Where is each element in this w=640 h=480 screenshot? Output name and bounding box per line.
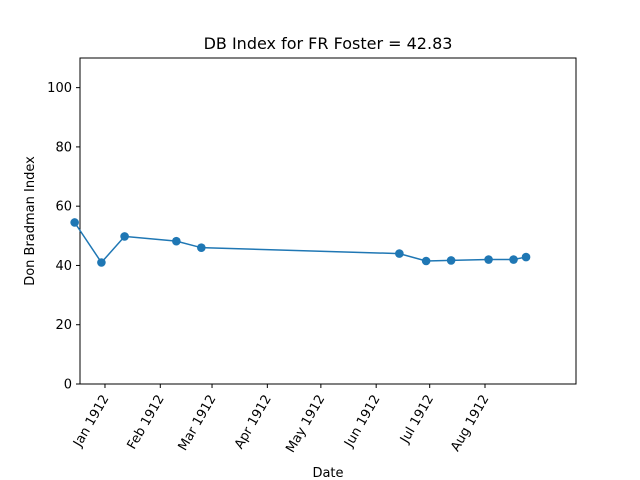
data-point bbox=[172, 236, 181, 246]
data-point bbox=[97, 258, 106, 267]
data-point bbox=[521, 252, 531, 262]
chart-title: DB Index for FR Foster = 42.83 bbox=[204, 34, 453, 53]
y-axis: 0 20 40 60 80 100 bbox=[47, 81, 80, 393]
data-point bbox=[421, 256, 431, 266]
y-tick-label: 20 bbox=[55, 318, 72, 333]
data-point bbox=[509, 255, 518, 264]
y-axis-label: Don Bradman Index bbox=[23, 156, 38, 286]
data-point bbox=[446, 256, 456, 265]
data-point bbox=[395, 249, 404, 258]
data-point bbox=[120, 232, 129, 241]
y-tick-label: 100 bbox=[47, 81, 72, 96]
y-tick-label: 40 bbox=[55, 259, 72, 274]
data-point bbox=[197, 243, 206, 252]
data-point bbox=[484, 255, 493, 264]
plot-area bbox=[79, 57, 577, 385]
y-tick-label: 0 bbox=[64, 378, 72, 393]
series-layer bbox=[70, 218, 531, 267]
y-tick-label: 60 bbox=[55, 200, 72, 215]
data-point bbox=[70, 218, 79, 227]
plot-frame bbox=[79, 57, 577, 385]
y-tick-label: 80 bbox=[55, 140, 72, 155]
x-axis-label: Date bbox=[312, 466, 343, 480]
